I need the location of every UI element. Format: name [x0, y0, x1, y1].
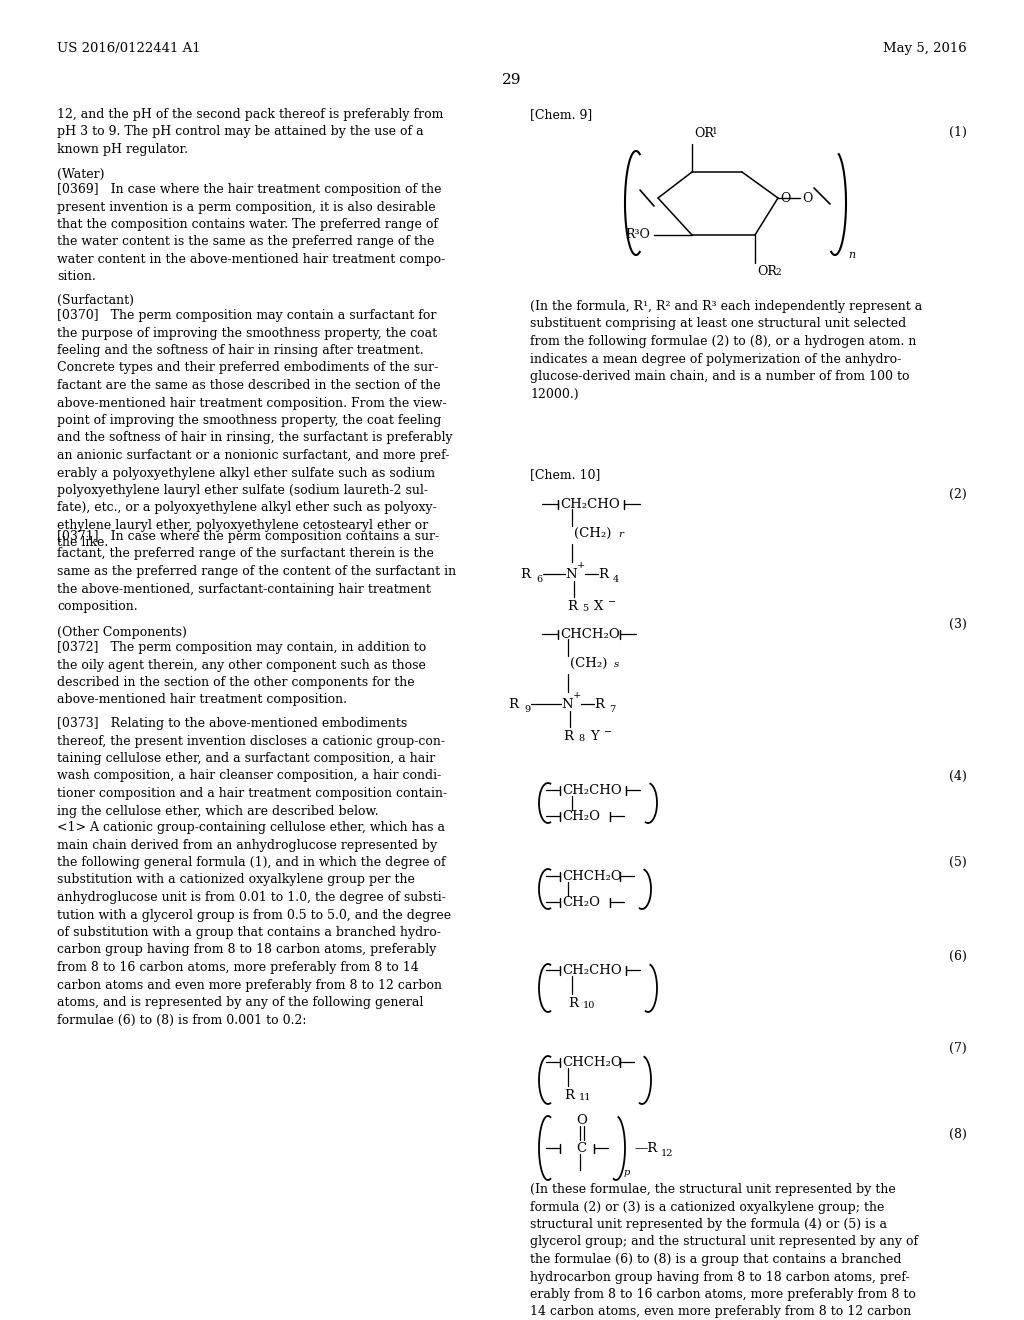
Text: CHCH₂O: CHCH₂O — [562, 870, 622, 883]
Text: OR: OR — [694, 127, 714, 140]
Text: 9: 9 — [524, 705, 530, 714]
Text: N: N — [561, 697, 572, 710]
Text: 6: 6 — [536, 574, 542, 583]
Text: R: R — [598, 568, 608, 581]
Text: +: + — [577, 561, 586, 569]
Text: OR: OR — [757, 265, 777, 279]
Text: R: R — [567, 601, 577, 612]
Text: 12: 12 — [662, 1148, 674, 1158]
Text: (7): (7) — [949, 1041, 967, 1055]
Text: —R: —R — [634, 1142, 657, 1155]
Text: (6): (6) — [949, 950, 967, 964]
Text: R: R — [508, 697, 518, 710]
Text: (In the formula, R¹, R² and R³ each independently represent a
substituent compri: (In the formula, R¹, R² and R³ each inde… — [530, 300, 923, 400]
Text: O: O — [802, 191, 812, 205]
Text: [0369]   In case where the hair treatment composition of the
present invention i: [0369] In case where the hair treatment … — [57, 183, 445, 284]
Text: (1): (1) — [949, 125, 967, 139]
Text: 4: 4 — [613, 574, 620, 583]
Text: [Chem. 9]: [Chem. 9] — [530, 108, 592, 121]
Text: 8: 8 — [578, 734, 584, 743]
Text: 11: 11 — [579, 1093, 592, 1102]
Text: [0373]   Relating to the above-mentioned embodiments
thereof, the present invent: [0373] Relating to the above-mentioned e… — [57, 717, 447, 817]
Text: CH₂CHO: CH₂CHO — [562, 964, 622, 977]
Text: (8): (8) — [949, 1129, 967, 1140]
Text: CHCH₂O: CHCH₂O — [560, 627, 620, 640]
Text: 2: 2 — [775, 268, 780, 277]
Text: CH₂CHO: CH₂CHO — [560, 498, 620, 511]
Text: (4): (4) — [949, 770, 967, 783]
Text: (CH₂): (CH₂) — [570, 657, 607, 671]
Text: X: X — [594, 601, 603, 612]
Text: r: r — [618, 531, 623, 539]
Text: O: O — [780, 191, 791, 205]
Text: O: O — [575, 1114, 587, 1126]
Text: −: − — [608, 598, 616, 607]
Text: 12, and the pH of the second pack thereof is preferably from
pH 3 to 9. The pH c: 12, and the pH of the second pack thereo… — [57, 108, 443, 156]
Text: (2): (2) — [949, 488, 967, 502]
Text: R: R — [594, 697, 604, 710]
Text: +: + — [573, 690, 582, 700]
Text: s: s — [614, 660, 620, 669]
Text: (Other Components): (Other Components) — [57, 626, 186, 639]
Text: p: p — [624, 1168, 630, 1177]
Text: (5): (5) — [949, 855, 967, 869]
Text: R: R — [563, 730, 573, 743]
Text: 1: 1 — [712, 127, 718, 136]
Text: US 2016/0122441 A1: US 2016/0122441 A1 — [57, 42, 201, 55]
Text: −: − — [604, 729, 612, 737]
Text: 10: 10 — [583, 1001, 595, 1010]
Text: May 5, 2016: May 5, 2016 — [884, 42, 967, 55]
Text: 29: 29 — [502, 73, 522, 87]
Text: CH₂CHO: CH₂CHO — [562, 784, 622, 796]
Text: n: n — [848, 249, 855, 260]
Text: 5: 5 — [582, 605, 588, 612]
Text: CH₂O: CH₂O — [562, 895, 600, 908]
Text: [0371]   In case where the perm composition contains a sur-
factant, the preferr: [0371] In case where the perm compositio… — [57, 531, 456, 612]
Text: (Water): (Water) — [57, 168, 104, 181]
Text: [Chem. 10]: [Chem. 10] — [530, 469, 600, 480]
Text: (Surfactant): (Surfactant) — [57, 294, 134, 308]
Text: CHCH₂O: CHCH₂O — [562, 1056, 622, 1068]
Text: [0370]   The perm composition may contain a surfactant for
the purpose of improv: [0370] The perm composition may contain … — [57, 309, 453, 549]
Text: [0372]   The perm composition may contain, in addition to
the oily agent therein: [0372] The perm composition may contain,… — [57, 642, 426, 706]
Text: N: N — [565, 568, 577, 581]
Text: R: R — [520, 568, 530, 581]
Text: R³O: R³O — [625, 228, 650, 242]
Text: CH₂O: CH₂O — [562, 809, 600, 822]
Text: R: R — [564, 1089, 574, 1102]
Text: (In these formulae, the structural unit represented by the
formula (2) or (3) is: (In these formulae, the structural unit … — [530, 1183, 919, 1320]
Text: <1> A cationic group-containing cellulose ether, which has a
main chain derived : <1> A cationic group-containing cellulos… — [57, 821, 452, 1027]
Text: (CH₂): (CH₂) — [574, 527, 611, 540]
Text: R: R — [568, 997, 578, 1010]
Text: C: C — [575, 1142, 586, 1155]
Text: 7: 7 — [609, 705, 615, 714]
Text: (3): (3) — [949, 618, 967, 631]
Text: Y: Y — [590, 730, 599, 743]
